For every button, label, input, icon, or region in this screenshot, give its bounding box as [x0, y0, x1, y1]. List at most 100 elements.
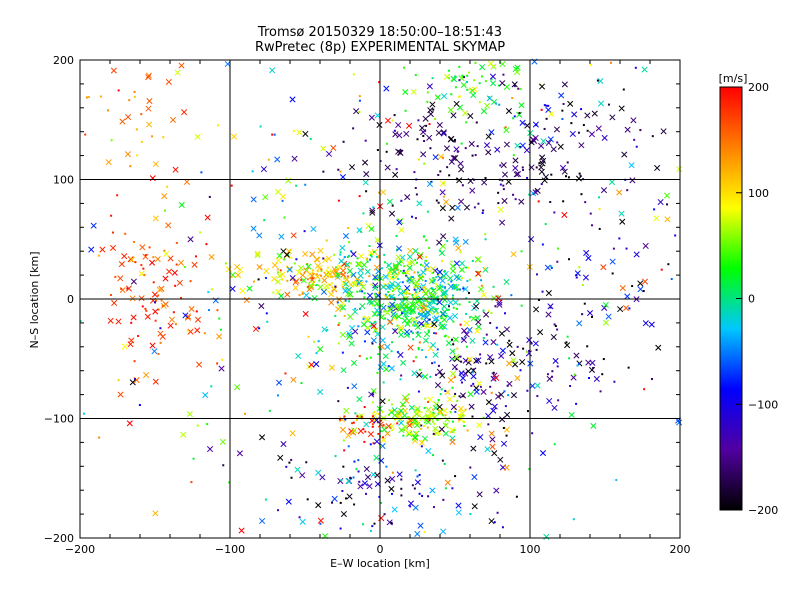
data-point-dot [417, 348, 420, 351]
data-point-cross [404, 194, 411, 201]
data-point-cross [589, 359, 596, 366]
data-point-cross [392, 262, 399, 269]
data-point-dot [281, 199, 284, 202]
data-point-dot [334, 455, 337, 458]
data-point-cross [374, 112, 381, 119]
data-point-dot [450, 93, 453, 96]
data-point-dot [458, 303, 461, 306]
data-point-dot [412, 282, 415, 285]
data-point-dot [377, 413, 380, 416]
data-point-dot [530, 342, 533, 345]
data-point-dot [154, 319, 157, 322]
data-point-dot [390, 409, 393, 412]
data-point-dot [441, 156, 444, 159]
data-point-dot [379, 160, 382, 163]
data-point-dot [556, 260, 559, 263]
data-point-dot [596, 79, 599, 82]
data-point-dot [424, 397, 427, 400]
data-point-dot [383, 261, 386, 264]
data-point-cross [380, 283, 387, 290]
data-point-cross [152, 161, 159, 168]
data-point-cross [452, 236, 459, 243]
data-point-dot [416, 322, 419, 325]
data-point-dot [352, 127, 355, 130]
data-point-cross [145, 74, 152, 81]
data-point-cross [323, 271, 330, 278]
data-point-dot [133, 360, 136, 363]
data-point-dot [375, 255, 378, 258]
data-point-cross [512, 157, 519, 164]
data-point-cross [420, 151, 427, 158]
data-point-dot [553, 323, 556, 326]
data-point-cross [407, 247, 414, 254]
data-point-dot [484, 177, 487, 180]
data-point-dot [453, 395, 456, 398]
data-point-cross [539, 450, 547, 457]
data-point-dot [487, 309, 490, 312]
data-point-dot [434, 332, 437, 335]
data-point-dot [257, 278, 260, 281]
data-point-dot [462, 287, 465, 290]
data-point-dot [117, 89, 120, 92]
data-point-dot [485, 333, 488, 336]
data-point-dot [433, 278, 436, 281]
data-point-dot [583, 302, 586, 305]
data-point-cross [435, 129, 442, 136]
data-point-dot [276, 268, 279, 271]
data-point-dot [502, 184, 505, 187]
data-point-cross [401, 317, 408, 324]
data-point-dot [111, 231, 114, 234]
data-point-cross [609, 258, 616, 265]
data-point-dot [144, 254, 147, 257]
data-point-cross [356, 279, 363, 286]
data-point-cross [433, 401, 440, 408]
data-point-dot [362, 523, 365, 526]
data-point-cross [370, 323, 377, 330]
data-point-dot [405, 291, 408, 294]
data-point-dot [479, 353, 482, 356]
data-point-cross [441, 407, 448, 414]
data-point-dot [377, 353, 380, 356]
data-point-cross [460, 81, 467, 89]
data-point-cross [250, 225, 257, 232]
data-point-cross [496, 301, 503, 308]
data-point-cross [420, 304, 428, 311]
data-point-dot [423, 140, 426, 143]
data-point-cross [436, 368, 443, 375]
data-point-dot [410, 432, 413, 435]
data-point-cross [432, 154, 439, 161]
data-point-cross [441, 308, 448, 315]
data-point-dot [477, 271, 480, 274]
data-point-dot [452, 350, 455, 353]
data-point-dot [578, 172, 581, 175]
data-point-dot [553, 443, 556, 446]
data-point-cross [368, 114, 375, 121]
data-point-dot [343, 314, 346, 317]
data-point-cross [564, 342, 571, 349]
data-point-dot [431, 362, 434, 365]
data-point-dot [183, 266, 186, 269]
data-point-dot [373, 278, 376, 281]
data-point-dot [334, 266, 337, 269]
data-point-cross [462, 238, 469, 245]
data-point-cross [676, 419, 683, 426]
data-point-dot [459, 251, 462, 254]
data-point-cross [302, 310, 309, 317]
data-point-dot [396, 248, 399, 251]
data-point-cross [156, 286, 163, 293]
data-point-cross [550, 146, 557, 153]
data-point-cross [501, 171, 509, 178]
data-point-cross [361, 261, 368, 268]
data-point-dot [286, 279, 289, 282]
data-point-dot [175, 241, 178, 244]
data-point-cross [429, 101, 436, 108]
data-point-cross [425, 406, 432, 413]
data-point-dot [521, 166, 524, 169]
data-point-cross [391, 303, 399, 310]
data-point-dot [438, 249, 441, 252]
data-point-cross [653, 215, 660, 222]
data-point-dot [578, 266, 581, 269]
data-point-dot [447, 69, 450, 72]
data-point-dot [581, 283, 584, 286]
data-point-dot [459, 413, 462, 416]
